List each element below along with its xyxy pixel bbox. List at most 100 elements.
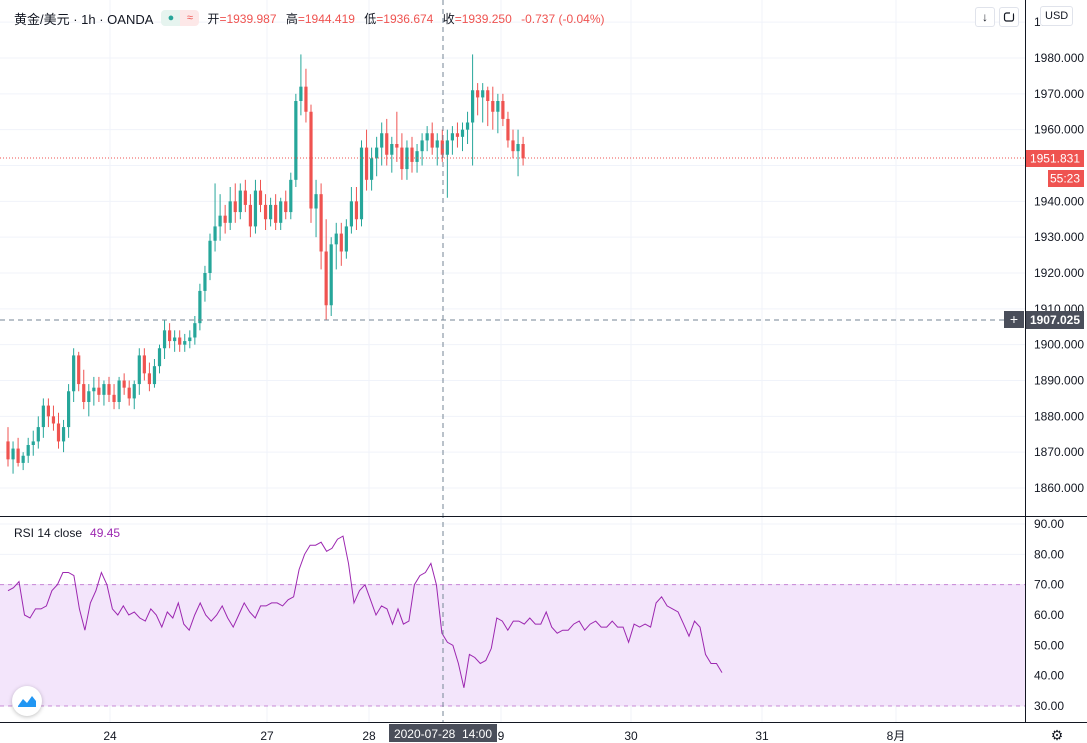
candle (238, 183, 242, 220)
candle (486, 86, 490, 127)
candle (506, 111, 510, 148)
candle (471, 54, 475, 166)
add-alert-plus-icon[interactable]: + (1004, 311, 1024, 328)
candle-body (97, 387, 101, 395)
candle (107, 376, 111, 402)
candle (198, 283, 202, 331)
currency-button[interactable]: USD (1040, 6, 1074, 26)
candle (481, 83, 485, 123)
candle-body (82, 384, 86, 402)
candle (410, 136, 414, 173)
download-button[interactable]: ↓ (975, 7, 995, 27)
time-axis[interactable]: 24 27 28 9 30 31 8月 (103, 729, 905, 743)
rsi-band (0, 584, 1025, 706)
candle-body (31, 441, 35, 445)
settings-gear-icon[interactable]: ⚙ (1050, 727, 1064, 743)
change-value: -0.737 (-0.04%) (521, 11, 605, 26)
candle-body (46, 405, 50, 417)
candle-body (354, 201, 359, 220)
candle-body (41, 405, 45, 428)
candle (364, 129, 369, 191)
candle (279, 197, 283, 230)
candle (228, 187, 232, 230)
candle (137, 348, 141, 395)
candle (258, 179, 263, 213)
candle-body (349, 201, 353, 227)
wave-icon[interactable]: ≈ (180, 10, 200, 26)
tradingview-logo-icon[interactable] (12, 686, 42, 716)
candle-body (506, 118, 510, 141)
time-axis-label: 27 (260, 729, 274, 743)
candle-body (440, 140, 444, 155)
candle-body (445, 140, 449, 155)
candle-body (112, 394, 116, 402)
candle-body (481, 90, 485, 98)
rsi-value: 49.45 (90, 526, 121, 540)
candle-body (208, 240, 212, 273)
candle (430, 122, 434, 155)
candle (521, 136, 525, 166)
candle-body (294, 101, 298, 180)
candle (112, 384, 116, 410)
candle-body (425, 133, 429, 141)
candle-body (460, 129, 465, 137)
candle (31, 430, 35, 456)
candle-body (511, 140, 515, 152)
candle-body (435, 140, 439, 148)
legend-toggles: ● ≈ (161, 10, 200, 26)
crosshair-price-tag-bg (1026, 311, 1084, 329)
last-price-tag: 1951.831 (1030, 152, 1080, 166)
price-axis-label: 1940.000 (1034, 194, 1084, 208)
candle-body (213, 226, 217, 241)
price-axis-label: 1970.000 (1034, 87, 1084, 101)
candle-body (420, 140, 424, 152)
candle (72, 348, 76, 402)
candle (233, 183, 237, 223)
refresh-button[interactable] (999, 7, 1019, 27)
last-price-tag-bg (1026, 150, 1084, 167)
time-axis-label: 30 (624, 729, 638, 743)
rsi-legend: RSI 14 close 49.45 (14, 526, 120, 540)
candle-body (203, 273, 207, 291)
candle-body (157, 348, 162, 367)
candle (349, 187, 353, 234)
rsi-axis[interactable]: 90.00 80.00 70.00 60.00 50.00 40.00 30.00 (1034, 517, 1064, 713)
candle-body (375, 147, 379, 159)
candle (314, 179, 318, 238)
rsi-title[interactable]: RSI 14 close (14, 526, 83, 540)
candle-body (364, 147, 369, 180)
symbol-title[interactable]: 黄金/美元 · 1h · OANDA (14, 11, 154, 27)
candle (11, 441, 15, 474)
candle-body (319, 194, 323, 252)
candle (142, 348, 146, 381)
candle-body (385, 133, 389, 155)
eye-icon[interactable]: ● (161, 10, 181, 26)
candle (455, 122, 460, 148)
candle (157, 344, 162, 374)
candle-body (455, 133, 460, 137)
candle-body (11, 448, 15, 460)
candle (400, 133, 404, 180)
candle-body (233, 201, 237, 213)
candle (26, 437, 30, 463)
candle-body (516, 144, 520, 152)
candle-body (132, 384, 136, 399)
candle-body (21, 455, 25, 463)
candle-body (6, 441, 10, 460)
price-axis-label: 1920.000 (1034, 266, 1084, 280)
candle-body (162, 330, 167, 349)
candle-body (415, 151, 419, 162)
candle-body (238, 190, 242, 213)
candle-body (410, 147, 414, 162)
candle-body (329, 244, 333, 306)
candle (390, 136, 394, 173)
price-axis[interactable]: 191980.0001970.0001960.0001940.0001930.0… (1034, 15, 1084, 495)
candle (208, 233, 212, 281)
candle (92, 376, 96, 406)
candle-body (400, 147, 404, 170)
candle (380, 122, 384, 166)
candle-body (173, 337, 177, 342)
countdown-tag-bg (1048, 170, 1084, 187)
